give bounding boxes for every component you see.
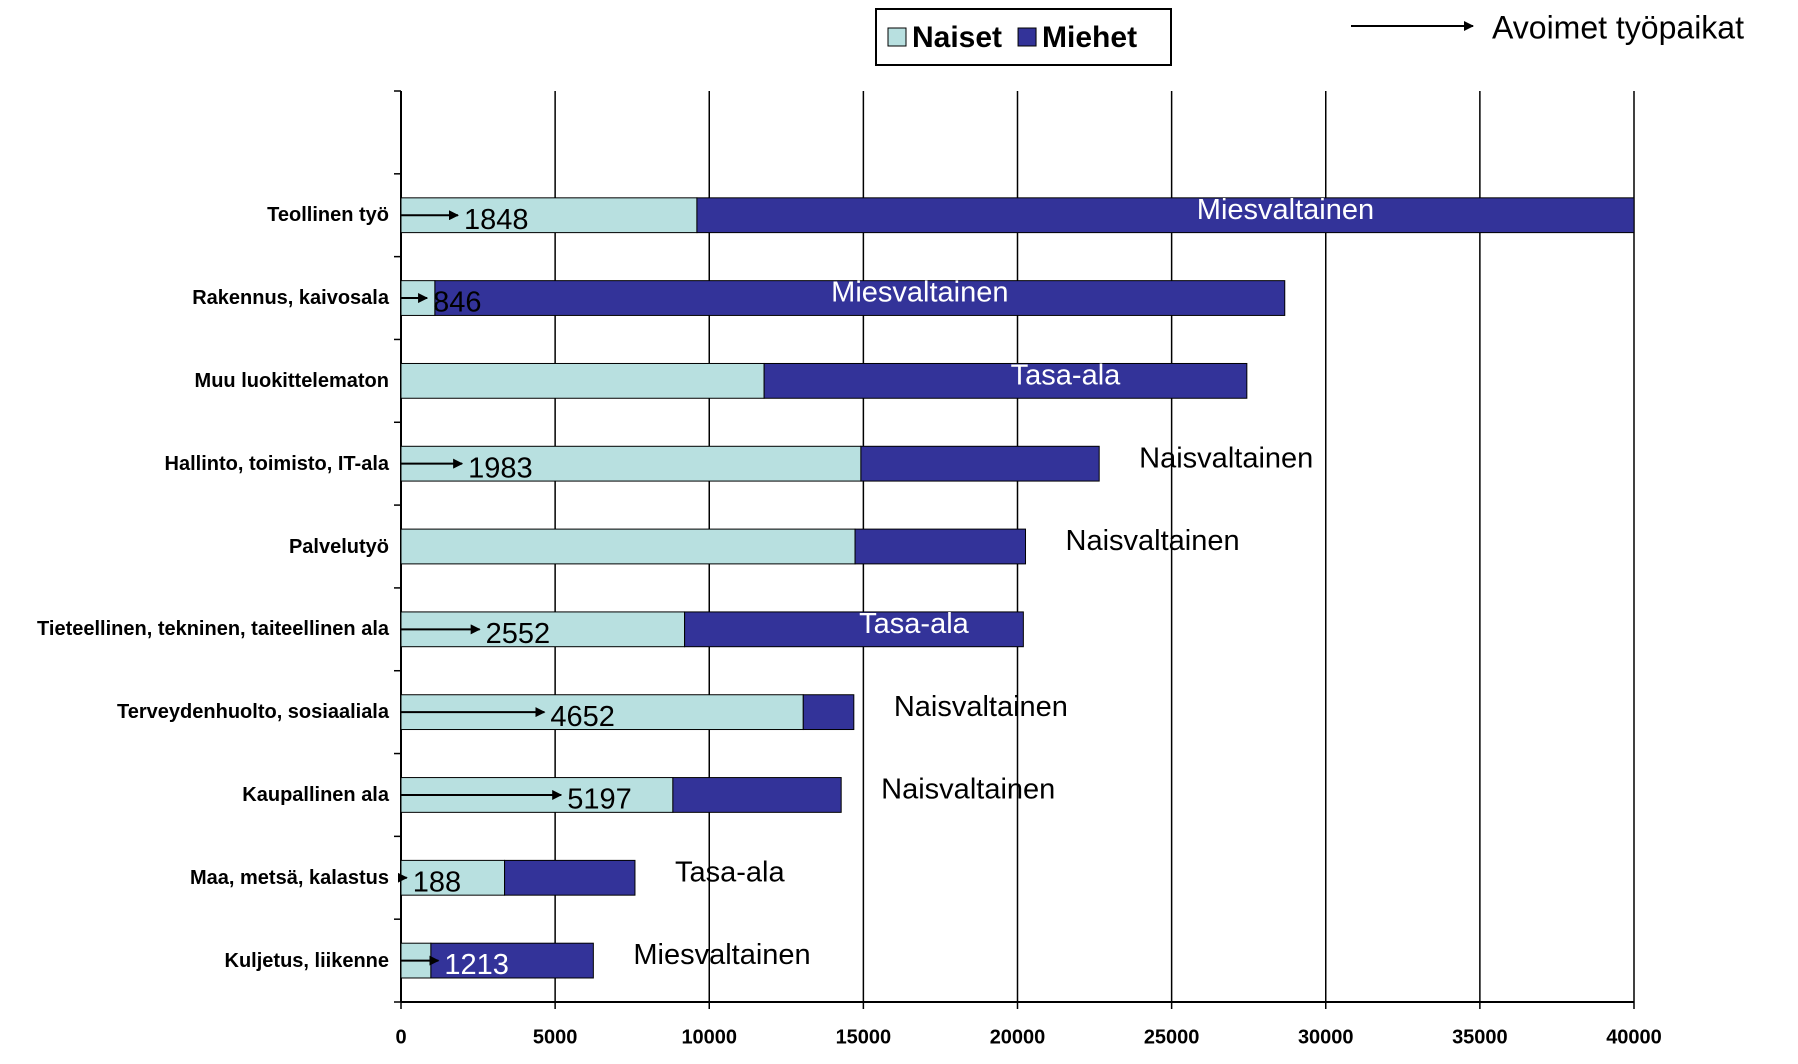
vacancy-label: 1848 xyxy=(464,204,529,236)
vacancy-label: 5197 xyxy=(567,784,632,816)
legend-label: Naiset xyxy=(912,21,1002,54)
bar xyxy=(696,197,1635,234)
annotation: Naisvaltainen xyxy=(894,691,1068,723)
vacancy-label: 846 xyxy=(433,287,481,319)
annotation: Tasa-ala xyxy=(859,608,969,640)
annotation: Tasa-ala xyxy=(1011,360,1121,392)
y-tick-label: Palvelutyö xyxy=(288,535,389,558)
x-tick-label: 10000 xyxy=(681,1026,737,1048)
x-tick-label: 0 xyxy=(395,1026,406,1048)
vacancy-label: 4652 xyxy=(550,701,615,733)
legend-label: Miehet xyxy=(1042,21,1137,54)
bar xyxy=(400,362,765,399)
vacancy-label: 188 xyxy=(413,866,461,898)
x-tick-label: 30000 xyxy=(1298,1026,1354,1048)
bar xyxy=(860,445,1100,482)
annotation: Miesvaltainen xyxy=(633,939,810,971)
annotation: Naisvaltainen xyxy=(1066,525,1240,557)
bar xyxy=(672,777,842,813)
annotation: Naisvaltainen xyxy=(881,774,1055,806)
legend-label: Avoimet työpaikat xyxy=(1492,9,1744,45)
legend-swatch xyxy=(887,27,907,47)
y-tick-label: Terveydenhuolto, sosiaaliala xyxy=(117,701,389,724)
x-tick-label: 35000 xyxy=(1452,1026,1508,1048)
bar xyxy=(400,528,856,565)
y-tick-label: Kuljetus, liikenne xyxy=(224,949,389,972)
y-tick-label: Maa, metsä, kalastus xyxy=(190,866,389,889)
annotation: Tasa-ala xyxy=(675,856,785,888)
bar xyxy=(684,611,1024,648)
y-tick-label: Tieteellinen, tekninen, taiteellinen ala xyxy=(37,618,389,641)
annotation: Miesvaltainen xyxy=(831,277,1008,309)
bar xyxy=(504,859,636,896)
y-tick-label: Rakennus, kaivosala xyxy=(192,287,389,310)
bar xyxy=(802,694,855,731)
annotation: Naisvaltainen xyxy=(1139,442,1313,474)
vacancy-label: 1213 xyxy=(444,949,509,981)
x-tick-label: 20000 xyxy=(990,1026,1046,1048)
legend-swatch xyxy=(1017,27,1037,47)
y-tick-label: Teollinen työ xyxy=(267,204,389,227)
x-tick-label: 5000 xyxy=(533,1026,578,1048)
bar xyxy=(854,528,1027,565)
vacancy-label: 2552 xyxy=(486,618,551,650)
annotation: Miesvaltainen xyxy=(1197,194,1374,226)
bar xyxy=(430,942,594,979)
x-tick-label: 40000 xyxy=(1606,1026,1662,1048)
vacancy-label: 1983 xyxy=(468,452,533,484)
bar xyxy=(763,362,1248,399)
y-tick-label: Kaupallinen ala xyxy=(242,783,389,806)
bar xyxy=(434,280,1286,316)
y-tick-label: Muu luokittelematon xyxy=(194,369,389,392)
bar xyxy=(400,859,506,896)
x-tick-label: 15000 xyxy=(836,1026,892,1048)
x-tick-label: 25000 xyxy=(1144,1026,1200,1048)
y-tick-label: Hallinto, toimisto, IT-ala xyxy=(164,452,389,475)
